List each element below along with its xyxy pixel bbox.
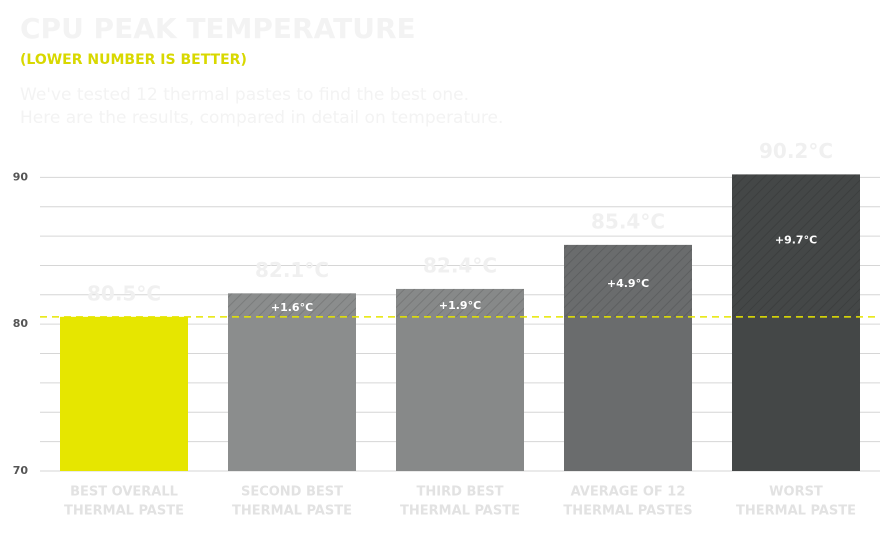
chart-subtitle: (LOWER NUMBER IS BETTER)	[20, 52, 247, 68]
x-tick-label: THERMAL PASTE	[736, 504, 856, 519]
delta-label: +1.6°C	[271, 301, 313, 314]
delta-label: +9.7°C	[775, 233, 817, 246]
x-tick-label: SECOND BEST	[241, 485, 343, 500]
description: Here are the results, compared in detail…	[20, 108, 503, 128]
x-tick-label: THERMAL PASTE	[232, 504, 352, 519]
y-tick-label: 80	[13, 317, 29, 330]
bar-hatch	[564, 244, 692, 317]
chart-title: CPU PEAK TEMPERATURE	[20, 12, 416, 45]
x-tick-label: BEST OVERALL	[70, 485, 178, 500]
value-label: 82.1°C	[255, 258, 329, 282]
x-tick-label: AVERAGE OF 12	[571, 485, 686, 500]
y-tick-label: 90	[13, 170, 29, 183]
bar-hatch	[396, 288, 524, 317]
x-tick-label: THIRD BEST	[417, 485, 504, 500]
y-tick-label: 70	[13, 464, 29, 477]
x-tick-label: THERMAL PASTE	[400, 504, 520, 519]
value-label: 82.4°C	[423, 253, 497, 277]
delta-label: +4.9°C	[607, 277, 649, 290]
x-tick-label: THERMAL PASTE	[64, 504, 184, 519]
delta-label: +1.9°C	[439, 299, 481, 312]
x-tick-label: THERMAL PASTES	[563, 504, 692, 519]
description: We've tested 12 thermal pastes to find t…	[20, 85, 469, 105]
bar	[60, 316, 188, 471]
bar-hatch	[228, 293, 356, 317]
value-label: 85.4°C	[591, 209, 665, 233]
bar	[228, 293, 356, 471]
bar	[396, 288, 524, 471]
bar-hatch	[732, 174, 860, 317]
x-tick-label: WORST	[769, 485, 823, 500]
value-label: 90.2°C	[759, 139, 833, 163]
value-label: 80.5°C	[87, 281, 161, 305]
